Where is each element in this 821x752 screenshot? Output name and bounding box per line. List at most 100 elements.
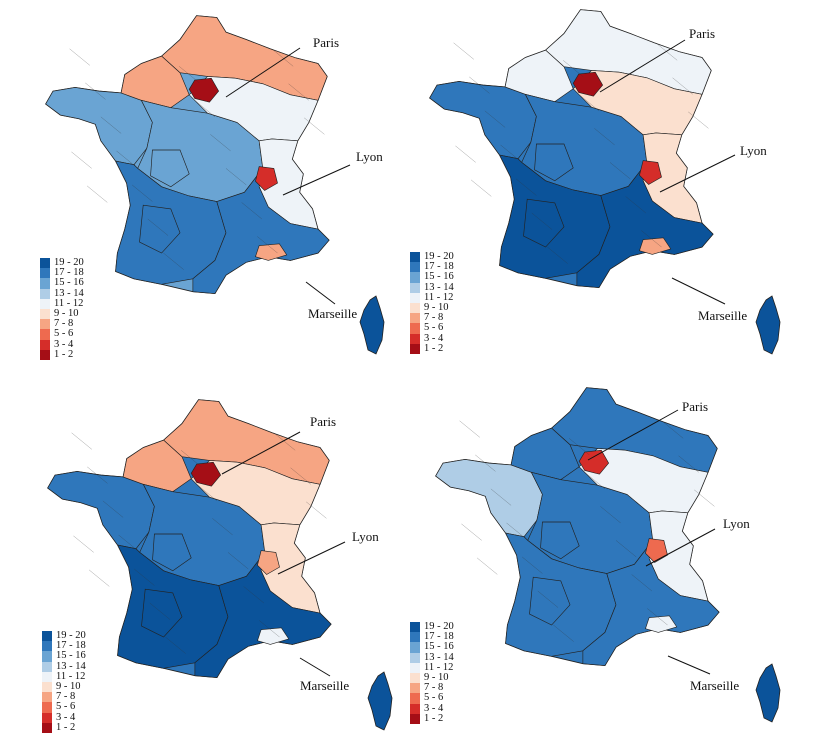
marseille-label: Marseille	[308, 306, 357, 321]
legend-entry: 9 - 10	[410, 672, 454, 684]
department-border	[516, 178, 537, 196]
lyon-label: Lyon	[356, 149, 383, 164]
paris-pointer-line	[225, 47, 301, 98]
legend-swatch	[42, 702, 52, 713]
department-paris	[190, 461, 222, 487]
legend-label: 11 - 12	[424, 291, 454, 303]
legend-label: 13 - 14	[424, 281, 454, 293]
legend-bottom-right: 19 - 20 17 - 18 15 - 16 13 - 14 11 - 12 9 - 1…	[410, 621, 454, 724]
legend-entry: 13 - 14	[410, 281, 454, 293]
corsica-shape	[359, 295, 385, 355]
department-border	[584, 472, 606, 490]
department-border	[537, 590, 559, 608]
legend-swatch	[410, 282, 420, 293]
legend-label: 15 - 16	[54, 277, 84, 289]
legend-label: 19 - 20	[54, 257, 84, 269]
department-border	[180, 450, 202, 468]
department-border	[662, 421, 684, 439]
france-map-bottom-left: Paris Lyon Marseille	[47, 399, 393, 731]
department-west	[47, 471, 155, 550]
department-center	[152, 533, 192, 572]
legend-swatch	[42, 681, 52, 693]
department-border	[163, 252, 184, 270]
legend-entry: 19 - 20	[410, 251, 454, 263]
legend-entry: 5 - 6	[42, 701, 86, 713]
legend-swatch	[410, 313, 420, 324]
department-border	[506, 522, 527, 540]
legend-swatch	[40, 298, 50, 309]
department-border	[118, 534, 139, 552]
lyon-label: Lyon	[723, 516, 750, 531]
department-border	[87, 466, 108, 484]
department-border	[306, 501, 327, 519]
france-map-top-left: Paris Lyon Marseille	[45, 15, 385, 355]
legend-swatch	[40, 268, 50, 279]
legend-swatch	[410, 662, 420, 673]
department-marseille	[645, 615, 678, 633]
department-border	[631, 574, 653, 592]
legend-entry: 3 - 4	[410, 702, 454, 714]
legend-entry: 13 - 14	[42, 661, 86, 672]
legend-entry: 3 - 4	[410, 333, 454, 344]
legend-label: 17 - 18	[424, 631, 454, 643]
legend-label: 5 - 6	[56, 701, 76, 713]
legend-top-right: 19 - 20 17 - 18 15 - 16 13 - 14 11 - 12 9 - 1…	[410, 251, 454, 354]
department-border	[304, 117, 325, 135]
legend-swatch	[40, 258, 50, 269]
department-border	[257, 236, 278, 254]
france-map-top-right: Paris Lyon Marseille	[429, 9, 781, 355]
legend-top-left: 19 - 20 17 - 18 15 - 16 13 - 14 11 - 12 9 - 1…	[40, 257, 84, 360]
legend-swatch	[410, 672, 420, 684]
department-border	[455, 145, 476, 163]
department-border	[547, 246, 568, 264]
legend-label: 17 - 18	[56, 640, 86, 652]
paris-label: Paris	[682, 399, 708, 414]
legend-swatch	[42, 712, 52, 723]
legend-label: 1 - 2	[424, 342, 444, 354]
department-border	[688, 111, 709, 129]
department-border	[562, 60, 584, 78]
legend-label: 3 - 4	[56, 711, 76, 723]
legend-entry: 11 - 12	[410, 291, 454, 303]
department-lyon	[257, 550, 280, 575]
legend-entry: 9 - 10	[410, 302, 454, 314]
legend-swatch	[40, 278, 50, 289]
department-paris	[578, 449, 610, 475]
department-border	[615, 540, 637, 558]
department-border	[568, 438, 590, 456]
department-border	[85, 82, 106, 100]
paris-pointer-line	[221, 431, 301, 475]
legend-entry: 1 - 2	[42, 721, 86, 733]
department-border	[461, 523, 482, 541]
legend-entry: 5 - 6	[40, 328, 84, 340]
legend-entry: 7 - 8	[42, 691, 86, 703]
legend-entry: 17 - 18	[410, 631, 454, 643]
department-border	[288, 83, 309, 101]
department-marseille	[257, 627, 290, 645]
department-west	[429, 81, 537, 160]
legend-label: 5 - 6	[54, 328, 74, 340]
department-border	[656, 43, 678, 61]
legend-swatch	[410, 272, 420, 283]
legend-swatch	[40, 308, 50, 320]
legend-swatch	[40, 339, 50, 350]
legend-label: 1 - 2	[56, 721, 76, 733]
legend-entry: 17 - 18	[40, 268, 84, 279]
marseille-label: Marseille	[698, 308, 747, 323]
department-border	[647, 608, 668, 626]
legend-swatch	[410, 693, 420, 704]
department-border	[241, 202, 263, 220]
corsica-department	[755, 663, 781, 723]
department-border	[102, 500, 124, 518]
department-south	[523, 198, 565, 248]
department-border	[227, 552, 249, 570]
department-border	[272, 49, 294, 67]
department-west	[435, 459, 543, 538]
legend-label: 3 - 4	[424, 702, 444, 714]
legend-entry: 11 - 12	[42, 671, 86, 682]
department-marseille	[255, 243, 288, 261]
legend-swatch	[42, 661, 52, 672]
department-south	[529, 576, 571, 626]
department-south	[582, 540, 720, 666]
legend-entry: 13 - 14	[410, 652, 454, 663]
